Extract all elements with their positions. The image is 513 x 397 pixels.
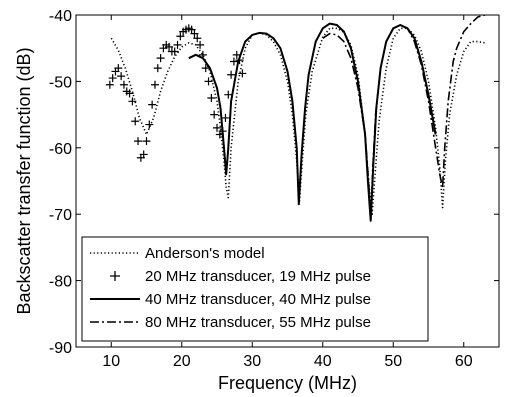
series-line-2 [188,22,437,222]
data-point [148,100,157,109]
data-point [128,97,137,106]
data-point [131,117,140,126]
ticks-layer: 10 20 30 40 50 60 -90 -80 -70 -60 -50 -40 [49,8,499,370]
data-point [229,57,238,66]
x-tick-label: 60 [455,353,473,370]
y-tick-label: -40 [49,8,72,25]
series-line-3 [322,15,486,219]
legend-label: 40 MHz transducer, 40 MHz pulse [145,291,371,308]
y-tick-label: -70 [49,207,72,224]
data-point [170,47,179,56]
data-point [221,113,230,122]
x-tick-label: 10 [102,353,120,370]
legend: Anderson's model 20 MHz transducer, 19 MH… [81,236,429,342]
data-point [139,150,148,159]
data-point [134,137,143,146]
data-point [114,64,123,73]
x-tick-label: 50 [384,353,402,370]
data-point [204,77,213,86]
data-point [142,137,151,146]
data-point [173,40,182,49]
data-point [117,72,126,81]
data-point [207,94,216,102]
data-point [145,120,154,129]
series-layer [105,15,486,222]
series-markers-20mhz [105,24,247,162]
data-point [227,70,236,79]
legend-box [81,236,429,342]
data-point [190,29,199,38]
data-point [224,90,233,99]
data-point [156,54,165,63]
data-point [210,110,219,119]
legend-label: 80 MHz transducer, 55 MHz pulse [145,314,371,331]
legend-label: 20 MHz transducer, 19 MHz pulse [145,268,371,285]
data-point [108,74,117,83]
data-point [201,64,210,73]
y-tick-label: -80 [49,274,72,291]
data-point [176,32,185,41]
data-point [119,80,128,89]
legend-swatch-plus [110,271,120,281]
plot-frame [75,14,500,348]
data-point [213,123,221,132]
y-tick-label: -60 [49,141,72,158]
x-tick-label: 20 [173,353,191,370]
data-point [165,42,174,51]
data-point [238,69,247,78]
data-point [193,34,202,43]
data-point [153,64,162,73]
x-tick-label: 30 [243,353,261,370]
data-point [150,80,159,89]
data-point [125,89,134,98]
data-point [196,40,205,49]
data-point [105,80,114,89]
x-tick-label: 40 [314,353,332,370]
y-tick-label: -90 [49,340,72,357]
y-axis-label: Backscatter transfer function (dB) [14,47,34,314]
data-point [232,50,241,59]
legend-label: Anderson's model [145,245,265,262]
y-tick-label: -50 [49,74,72,91]
x-axis-label: Frequency (MHz) [218,373,357,393]
